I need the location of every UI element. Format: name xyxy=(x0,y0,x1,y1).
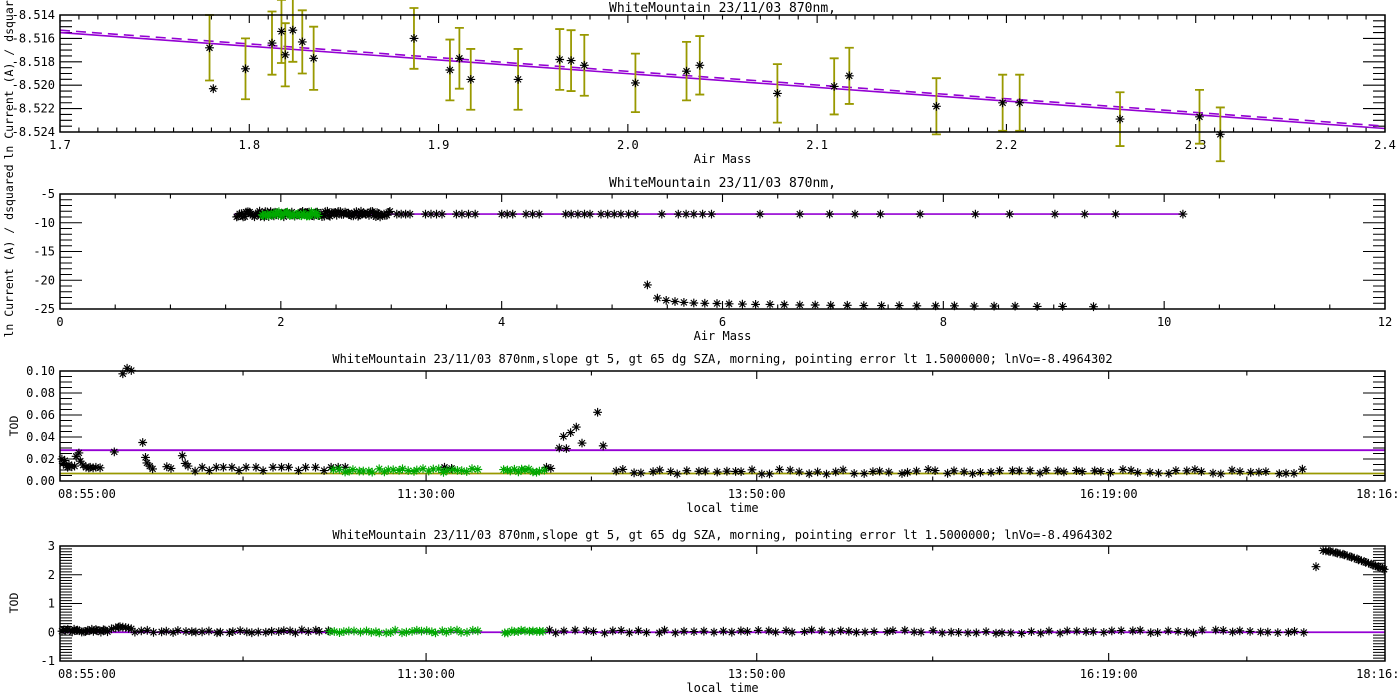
x-tick-label: 16:19:00 xyxy=(1080,667,1138,681)
y-tick-label: 2 xyxy=(48,568,55,582)
panel-4-series-tod-black xyxy=(57,622,1309,638)
panel-1-title: WhiteMountain 23/11/03 870nm, xyxy=(609,1,836,16)
y-tick-label: 0.04 xyxy=(26,430,55,444)
panel-1-series-langley-points xyxy=(205,25,1225,139)
y-tick-label: -1 xyxy=(41,654,55,668)
panel-4-ticks xyxy=(59,545,1386,662)
x-tick-label: 2.4 xyxy=(1374,138,1396,152)
panel-2-series-sparse-high-airmass xyxy=(657,209,1188,219)
y-tick-label: -8.514 xyxy=(12,8,55,22)
panel-2-xaxis-label: Air Mass xyxy=(693,329,752,343)
panel-1: 1.7 1.8 1.9 2.0 2.1 2.2 2.3 2.4 -8.514 -8.516 -8.5… xyxy=(12,0,1396,163)
panel-2-series-selected-green xyxy=(257,207,323,221)
x-tick-label: 2.1 xyxy=(806,138,828,152)
panel-3-title: WhiteMountain 23/11/03 870nm,slope gt 5,… xyxy=(332,352,1113,366)
x-tick-label: 08:55:00 xyxy=(58,487,116,501)
panel-3-series-tod-black xyxy=(57,363,1307,479)
panel-4-frame xyxy=(59,545,1386,662)
panel-4-series-tod-green xyxy=(325,625,548,638)
y-tick-label: -15 xyxy=(33,245,55,259)
panel-3-frame xyxy=(59,370,1386,482)
y-tick-label: -5 xyxy=(41,187,55,201)
panel-1-xaxis-label: Air Mass xyxy=(693,152,752,166)
y-tick-label: -8.518 xyxy=(12,55,55,69)
y-tick-label: -20 xyxy=(33,273,55,287)
panel-3: 08:55:00 11:30:00 13:50:00 16:19:00 18:16:00… xyxy=(26,363,1400,501)
y-tick-label: -8.516 xyxy=(12,31,55,45)
x-tick-label: 13:50:00 xyxy=(728,487,786,501)
x-tick-label: 16:19:00 xyxy=(1080,487,1138,501)
x-tick-label: 18:16:00 xyxy=(1356,487,1400,501)
x-tick-label: 10 xyxy=(1157,315,1171,329)
panel-2-series-dark-branch xyxy=(643,280,1098,312)
x-tick-label: 2.2 xyxy=(996,138,1018,152)
x-tick-label: 8 xyxy=(940,315,947,329)
x-tick-label: 11:30:00 xyxy=(397,667,455,681)
panel-3-series-tod-green xyxy=(329,464,549,477)
x-tick-label: 18:16:00 xyxy=(1356,667,1400,681)
y-tick-label: 0.10 xyxy=(26,364,55,378)
panel-3-xaxis-label: local time xyxy=(686,501,759,515)
y-tick-label: -8.520 xyxy=(12,78,55,92)
x-tick-label: 4 xyxy=(498,315,505,329)
panel-2-frame xyxy=(59,193,1386,310)
x-tick-label: 11:30:00 xyxy=(397,487,455,501)
panel-4-title: WhiteMountain 23/11/03 870nm,slope gt 5,… xyxy=(332,528,1113,542)
panel-2-title: WhiteMountain 23/11/03 870nm, xyxy=(609,176,836,191)
x-tick-label: 1.7 xyxy=(49,138,71,152)
x-tick-label: 2.3 xyxy=(1185,138,1207,152)
y-tick-label: -25 xyxy=(33,302,55,316)
x-tick-label: 0 xyxy=(56,315,63,329)
x-tick-label: 08:55:00 xyxy=(58,667,116,681)
y-tick-label: -8.524 xyxy=(12,125,55,139)
panel-4: 08:55:00 11:30:00 13:50:00 16:19:00 18:16:00… xyxy=(41,539,1400,681)
panel-1-frame xyxy=(59,14,1386,133)
x-tick-label: 1.9 xyxy=(428,138,450,152)
x-tick-label: 1.8 xyxy=(238,138,260,152)
y-tick-label: 3 xyxy=(48,539,55,553)
x-tick-label: 13:50:00 xyxy=(728,667,786,681)
y-tick-label: 1 xyxy=(48,597,55,611)
panel-4-xaxis-label: local time xyxy=(686,681,759,695)
x-tick-label: 2.0 xyxy=(617,138,639,152)
panel-1-line-1 xyxy=(59,29,1386,127)
panel-4-series-sunset-branch xyxy=(1311,546,1389,574)
panel-2-series-mid-groups xyxy=(392,209,640,219)
x-tick-label: 2 xyxy=(277,315,284,329)
y-tick-label: -10 xyxy=(33,216,55,230)
y-tick-label: 0.08 xyxy=(26,386,55,400)
y-tick-label: 0.00 xyxy=(26,474,55,488)
x-tick-label: 6 xyxy=(719,315,726,329)
y-tick-label: 0.06 xyxy=(26,408,55,422)
y-tick-label: 0 xyxy=(48,625,55,639)
y-tick-label: -8.522 xyxy=(12,102,55,116)
x-tick-label: 12 xyxy=(1378,315,1392,329)
panel-1-line-0 xyxy=(59,31,1386,130)
panel-2: 0 2 4 6 8 10 12 -5 -10 -15 -20 -25 xyxy=(33,187,1392,329)
y-tick-label: 0.02 xyxy=(26,452,55,466)
